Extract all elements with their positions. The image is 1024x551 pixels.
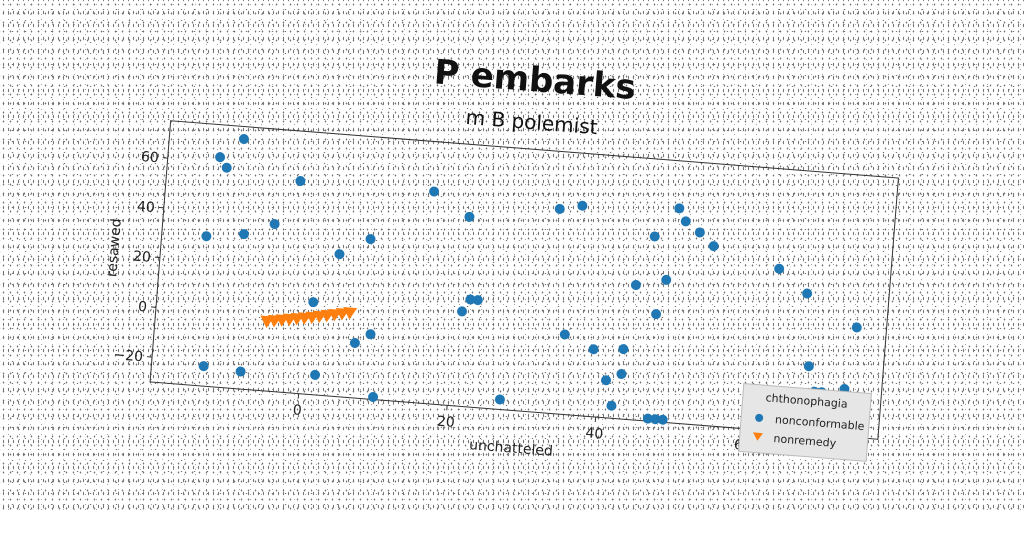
y-tick-label: 20 — [132, 248, 151, 265]
data-point-nonconformable — [308, 297, 319, 308]
data-point-nonconformable — [221, 162, 232, 173]
data-point-nonconformable — [708, 241, 719, 252]
data-point-nonconformable — [802, 288, 813, 299]
data-point-nonconformable — [651, 309, 662, 320]
data-point-nonconformable — [577, 200, 588, 211]
data-point-nonconformable — [269, 219, 280, 230]
data-point-nonconformable — [239, 229, 250, 240]
data-point-nonconformable — [239, 134, 250, 145]
y-tick-label: 40 — [136, 199, 155, 216]
data-point-nonconformable — [774, 263, 785, 274]
data-point-nonconformable — [616, 369, 627, 380]
data-point-nonconformable — [803, 361, 814, 372]
data-point-nonconformable — [694, 227, 705, 238]
data-point-nonconformable — [365, 234, 376, 245]
data-point-nonconformable — [310, 370, 321, 381]
data-point-nonconformable — [680, 216, 691, 227]
data-point-nonconformable — [215, 152, 226, 163]
data-point-nonconformable — [661, 275, 672, 286]
data-point-nonconformable — [559, 329, 570, 340]
data-point-nonconformable — [601, 375, 612, 386]
y-tick-label: 60 — [140, 149, 159, 166]
data-point-nonconformable — [368, 392, 379, 403]
data-point-nonconformable — [429, 186, 440, 197]
data-point-nonconformable — [295, 176, 306, 187]
y-tick-label: −20 — [113, 347, 144, 365]
data-point-nonconformable — [198, 361, 209, 372]
data-point-nonconformable — [618, 344, 629, 355]
data-point-nonconformable — [464, 211, 475, 222]
x-axis-label: unchatteled — [469, 437, 554, 460]
data-point-nonconformable — [649, 231, 660, 242]
y-tick-label: 0 — [137, 299, 147, 316]
data-point-nonconformable — [365, 329, 376, 340]
data-point-nonconformable — [457, 306, 468, 317]
legend: chthonophagia nonconformable nonremedy — [738, 384, 871, 462]
y-axis-label: resawed — [104, 218, 125, 278]
data-point-nonconformable — [588, 344, 599, 355]
data-point-nonconformable — [606, 400, 617, 411]
chart-subtitle: m B polemist — [465, 105, 599, 139]
x-tick-label: 20 — [436, 414, 455, 431]
data-point-nonconformable — [851, 322, 862, 333]
x-tick-label: 40 — [585, 425, 604, 442]
data-point-nonconformable — [674, 203, 685, 214]
data-point-nonconformable — [495, 394, 506, 405]
chart-title: P embarks — [433, 52, 638, 108]
data-point-nonconformable — [235, 366, 246, 377]
data-point-nonconformable — [554, 204, 565, 215]
data-point-nonconformable — [334, 249, 345, 260]
data-point-nonconformable — [631, 280, 642, 291]
x-tick-label: 0 — [292, 402, 302, 419]
data-point-nonconformable — [201, 231, 212, 242]
data-point-nonconformable — [350, 338, 361, 349]
